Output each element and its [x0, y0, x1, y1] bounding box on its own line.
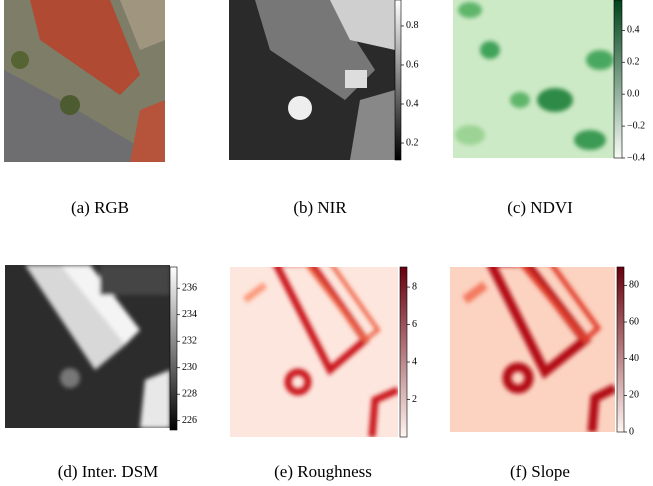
tick-label: 4: [412, 356, 417, 367]
tick-label: 0.8: [406, 20, 419, 31]
caption: (c) NDVI: [507, 198, 573, 217]
tick-label: 0.4: [627, 25, 640, 36]
colorbar: [399, 266, 408, 438]
tick-label: 20: [629, 390, 639, 401]
colorbar: [169, 266, 178, 431]
tick-label: 80: [629, 280, 639, 291]
nir-image: [229, 0, 395, 160]
caption: (b) NIR: [293, 198, 347, 217]
ndvi-image: [453, 0, 614, 158]
colorbar: [616, 266, 625, 433]
tick-label: 0: [629, 426, 634, 437]
tick-label: 230: [182, 362, 197, 373]
tick-label: 8: [412, 281, 417, 292]
tick-label: 226: [182, 415, 197, 426]
tick-label: −0.2: [627, 120, 645, 131]
dsm-image: [5, 265, 170, 428]
tick-label: 40: [629, 353, 639, 364]
tick-label: 232: [182, 336, 197, 347]
tick-label: 0.6: [406, 59, 419, 70]
tick-label: 0.0: [627, 88, 640, 99]
tick-label: 228: [182, 389, 197, 400]
tick-label: 2: [412, 394, 417, 405]
caption: (a) RGB: [71, 198, 129, 217]
rgb-image: [4, 0, 165, 162]
colorbar: [613, 0, 623, 159]
caption: (d) Inter. DSM: [58, 462, 159, 481]
tick-label: 234: [182, 309, 197, 320]
caption: (e) Roughness: [274, 462, 372, 481]
tick-label: 6: [412, 319, 417, 330]
tick-label: 0.4: [406, 98, 419, 109]
tick-label: −0.4: [627, 152, 645, 163]
tick-label: 60: [629, 316, 639, 327]
colorbar: [394, 0, 402, 161]
tick-label: 236: [182, 283, 197, 294]
slope-image: [450, 267, 615, 432]
caption: (f) Slope: [510, 462, 570, 481]
tick-label: 0.2: [406, 137, 419, 148]
roughness-image: [230, 267, 398, 437]
tick-label: 0.2: [627, 57, 640, 68]
